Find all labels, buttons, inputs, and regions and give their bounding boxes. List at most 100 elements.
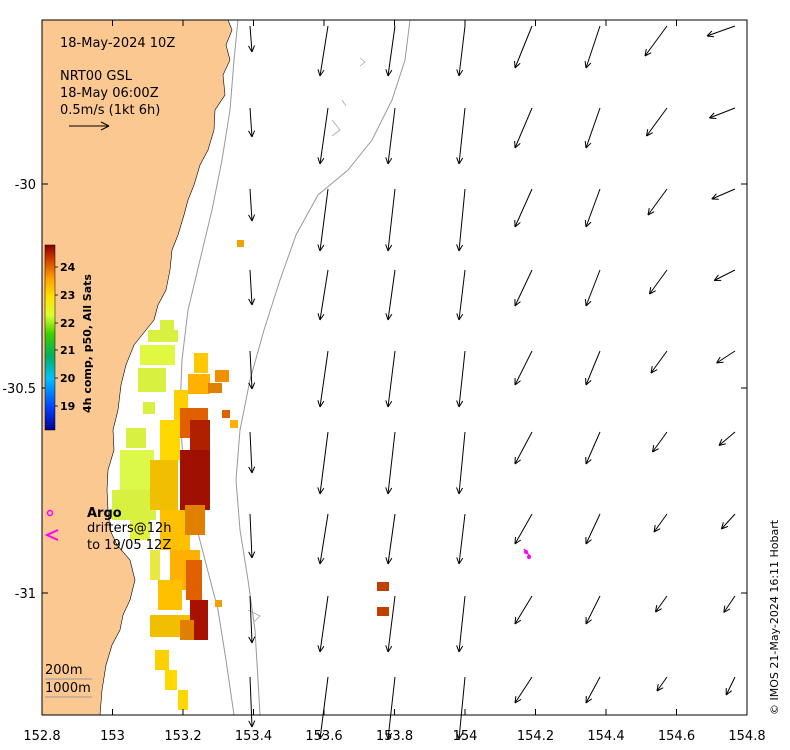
current-arrow bbox=[514, 188, 533, 228]
current-arrow bbox=[385, 595, 396, 653]
current-arrow bbox=[248, 107, 256, 138]
x-tick-label: 153.8 bbox=[376, 729, 413, 744]
sst-cell bbox=[112, 490, 156, 520]
current-arrow bbox=[514, 107, 533, 149]
land-mass bbox=[42, 20, 233, 715]
current-arrow bbox=[385, 107, 396, 165]
sst-cell bbox=[377, 582, 389, 591]
current-arrow bbox=[385, 25, 396, 77]
sst-cell bbox=[150, 460, 178, 510]
sst-cell bbox=[186, 560, 202, 600]
current-arrow bbox=[514, 350, 533, 386]
current-arrow bbox=[585, 595, 601, 625]
current-arrow bbox=[248, 188, 256, 222]
sst-cell bbox=[150, 550, 160, 580]
current-arrow bbox=[248, 676, 256, 728]
colorbar-tick-label: 20 bbox=[60, 372, 76, 385]
sst-cell bbox=[143, 402, 155, 414]
current-arrow bbox=[723, 595, 736, 613]
y-tick-label: -31 bbox=[15, 587, 36, 602]
sst-cell bbox=[222, 410, 230, 418]
current-arrow bbox=[649, 269, 668, 295]
colorbar: 24 23 22 21 20 19 4h comp, p50, All Sats bbox=[44, 244, 94, 431]
x-tick-label: 152.8 bbox=[23, 729, 60, 744]
current-arrow bbox=[248, 350, 256, 390]
argo-legend-symbol bbox=[46, 509, 54, 517]
current-arrow bbox=[646, 107, 668, 137]
product-time: 18-May 06:00Z bbox=[60, 86, 159, 101]
credit-text: © IMOS 21-May-2024 16:11 Hobart bbox=[768, 519, 781, 715]
x-axis: 152.8 153 153.2 153.4 153.6 153.8 154 154.2 154.… bbox=[23, 20, 766, 744]
colorbar-tick-label: 22 bbox=[60, 317, 75, 330]
sst-cell bbox=[165, 670, 177, 690]
drifters-to-label: to 19/05 12Z bbox=[87, 538, 171, 553]
sst-cell bbox=[190, 600, 208, 640]
current-arrow bbox=[248, 513, 256, 559]
sst-cells bbox=[112, 240, 389, 710]
sst-cell bbox=[208, 383, 222, 393]
colorbar-tick-label: 23 bbox=[60, 289, 75, 302]
current-arrow bbox=[317, 269, 329, 321]
isobath-200m bbox=[179, 20, 239, 715]
current-arrow bbox=[456, 188, 466, 252]
current-arrow bbox=[385, 269, 396, 321]
sst-cell bbox=[155, 650, 169, 670]
current-arrow bbox=[514, 25, 533, 69]
current-arrow bbox=[317, 350, 329, 408]
sst-cell bbox=[180, 620, 194, 640]
sst-cell bbox=[230, 420, 238, 428]
y-axis: -30 -30.5 -31 bbox=[2, 178, 747, 602]
current-arrow bbox=[584, 269, 601, 307]
y-tick-label: -30.5 bbox=[2, 382, 36, 397]
sst-cell bbox=[126, 428, 146, 448]
current-arrow bbox=[644, 25, 668, 57]
drifter-track bbox=[523, 548, 531, 559]
current-arrow bbox=[385, 431, 396, 495]
x-tick-label: 153.4 bbox=[235, 729, 272, 744]
current-arrow bbox=[585, 350, 601, 386]
sst-cell bbox=[188, 374, 210, 394]
current-arrow bbox=[514, 676, 533, 704]
current-arrow bbox=[706, 25, 736, 38]
x-tick-label: 154.4 bbox=[587, 729, 624, 744]
current-arrow bbox=[456, 676, 466, 740]
isobath-200-label: 200m bbox=[45, 663, 82, 678]
current-arrow bbox=[456, 25, 466, 77]
sst-cell bbox=[237, 240, 244, 247]
current-arrow bbox=[456, 350, 466, 408]
current-arrow bbox=[456, 595, 466, 653]
current-arrow bbox=[584, 25, 601, 69]
drifters-label: drifters@12h bbox=[87, 521, 172, 536]
current-arrow bbox=[653, 513, 668, 533]
current-arrow bbox=[584, 107, 601, 149]
current-arrow bbox=[652, 431, 668, 453]
x-tick-label: 154.6 bbox=[658, 729, 695, 744]
isobath-outer bbox=[247, 57, 366, 623]
current-arrow bbox=[317, 25, 329, 77]
colorbar-tick-label: 24 bbox=[60, 261, 76, 274]
map-date: 18-May-2024 10Z bbox=[60, 36, 175, 51]
sst-cell bbox=[180, 450, 210, 510]
current-arrow bbox=[248, 25, 256, 53]
current-arrow bbox=[718, 431, 736, 446]
x-tick-label: 154.2 bbox=[517, 729, 554, 744]
sst-cell bbox=[160, 320, 174, 330]
drifter-legend-symbol bbox=[44, 529, 59, 541]
current-arrow bbox=[456, 513, 466, 565]
current-arrow bbox=[385, 188, 396, 252]
x-tick-label: 153.2 bbox=[164, 729, 201, 744]
current-arrow bbox=[317, 107, 329, 165]
sst-cell bbox=[194, 353, 208, 373]
colorbar-tick-label: 19 bbox=[60, 400, 75, 413]
current-arrow bbox=[720, 513, 736, 530]
colorbar-tick-label: 21 bbox=[60, 344, 75, 357]
current-arrow bbox=[709, 107, 736, 120]
sst-cell bbox=[148, 330, 178, 342]
current-arrow bbox=[248, 595, 256, 644]
sst-cell bbox=[120, 450, 154, 490]
product-name: NRT00 GSL bbox=[60, 69, 133, 84]
current-arrow bbox=[456, 431, 466, 495]
sst-cell bbox=[160, 420, 180, 460]
current-arrow bbox=[456, 269, 466, 321]
